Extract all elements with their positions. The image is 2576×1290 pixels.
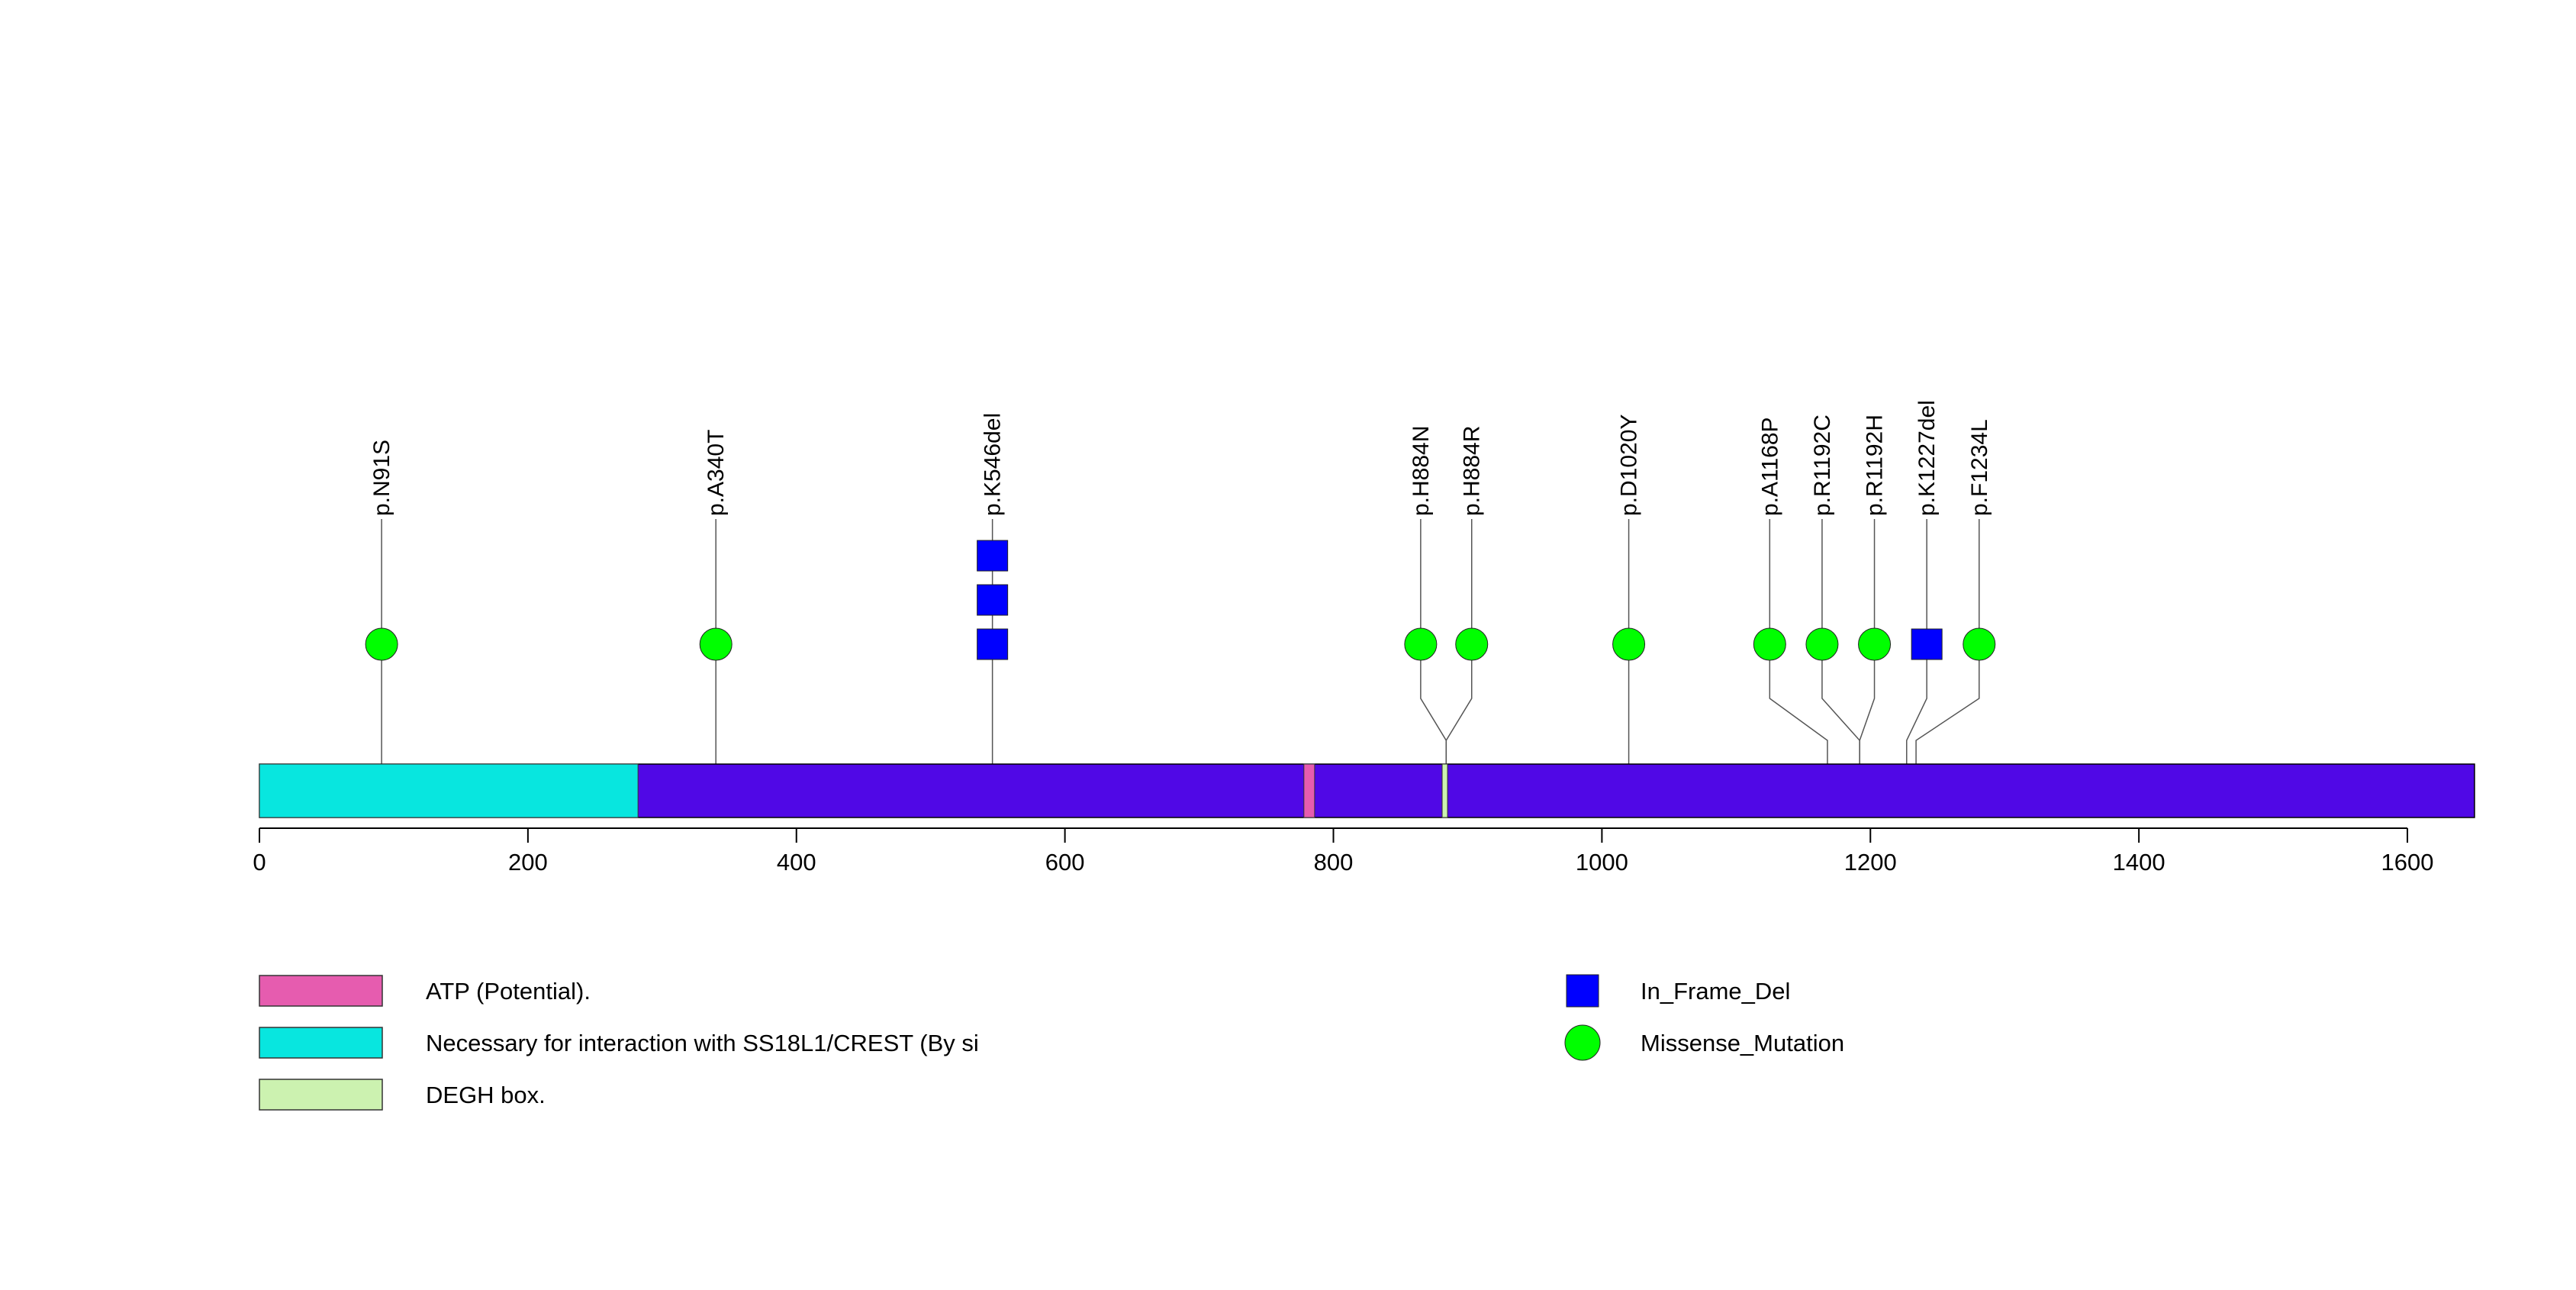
mutation-label: p.R1192C: [1810, 414, 1835, 516]
domain-legend: ATP (Potential). Necessary for interactio…: [259, 975, 979, 1111]
legend-mutation-type-label: In_Frame_Del: [1641, 978, 1790, 1005]
domain-region: [259, 763, 639, 818]
x-tick-label: 1200: [1844, 849, 1897, 876]
x-tick-label: 1000: [1576, 849, 1628, 876]
x-tick-label: 600: [1045, 849, 1085, 876]
legend-domain-label: ATP (Potential).: [426, 978, 591, 1005]
mutation-label: p.N91S: [369, 440, 394, 516]
domain-region: [1441, 763, 1448, 818]
mutation-stem: [1445, 519, 1473, 764]
mutation-stem: [1906, 519, 1927, 764]
legend-domain-swatch: [259, 975, 383, 1007]
in-frame-del-marker: [977, 628, 1009, 660]
missense-marker: [1963, 627, 1996, 661]
in-frame-del-marker: [1911, 628, 1943, 660]
mutation-label: p.H884N: [1409, 426, 1434, 516]
in-frame-del-marker: [977, 540, 1009, 572]
domain-region: [1303, 763, 1315, 818]
missense-marker: [699, 627, 733, 661]
legend-domain-swatch: [259, 1079, 383, 1111]
missense-marker: [1753, 627, 1786, 661]
mutation-label: p.A1168P: [1757, 417, 1782, 516]
x-tick-label: 800: [1314, 849, 1354, 876]
x-tick-label: 0: [253, 849, 266, 876]
mutation-label: p.A340T: [704, 430, 729, 516]
missense-marker: [365, 627, 398, 661]
mutation-markers: [365, 540, 1996, 661]
legend-missense-icon: [1564, 1024, 1601, 1061]
missense-marker: [1858, 627, 1892, 661]
missense-marker: [1805, 627, 1839, 661]
legend-domain-swatch: [259, 1027, 383, 1059]
mutation-type-legend: In_Frame_Del Missense_Mutation: [1564, 974, 1844, 1061]
x-tick-label: 1600: [2381, 849, 2434, 876]
legend-domain-label: Necessary for interaction with SS18L1/CR…: [426, 1030, 979, 1056]
mutation-stem: [1915, 519, 1980, 764]
mutation-label: p.F1234L: [1967, 419, 1992, 516]
missense-marker: [1612, 627, 1646, 661]
mutation-stem: [1769, 519, 1828, 764]
x-tick-label: 200: [508, 849, 548, 876]
mutation-label: p.K546del: [980, 413, 1006, 516]
x-tick-label: 1400: [2113, 849, 2165, 876]
mutation-label: p.D1020Y: [1617, 414, 1642, 516]
legend-domain-label: DEGH box.: [426, 1082, 546, 1108]
legend-mutation-type-label: Missense_Mutation: [1641, 1030, 1844, 1056]
missense-marker: [1455, 627, 1489, 661]
mutation-label: p.R1192H: [1863, 414, 1888, 516]
mutation-label: p.K1227del: [1914, 400, 1940, 516]
protein-backbone-group: [259, 763, 2475, 818]
x-axis: 0 200 400 600 800 1000 1200 1400 1600: [253, 827, 2434, 876]
legend-in-frame-del-icon: [1566, 974, 1599, 1008]
x-tick-label: 400: [777, 849, 816, 876]
missense-marker: [1404, 627, 1438, 661]
mutation-labels: p.N91S p.A340T p.K546del p.H884N p.H884R p.D1…: [369, 400, 1992, 516]
mutation-label: p.H884R: [1460, 426, 1485, 516]
mutation-stem: [1859, 519, 1876, 764]
in-frame-del-marker: [977, 584, 1009, 616]
